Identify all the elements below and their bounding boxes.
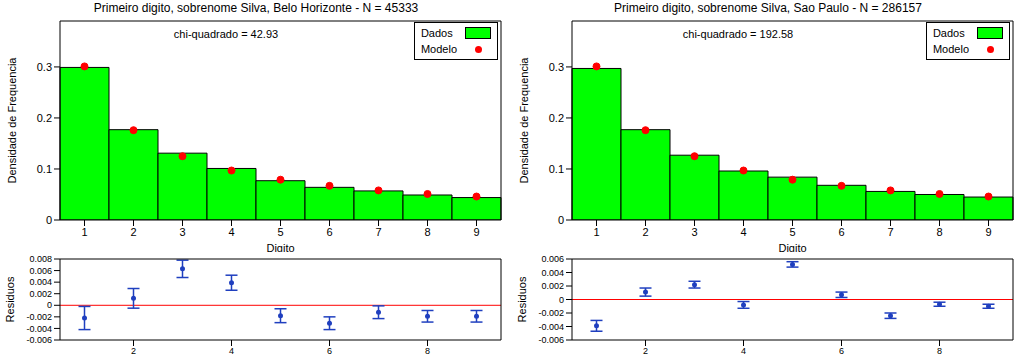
svg-text:7: 7 [887, 226, 893, 238]
svg-text:1: 1 [593, 226, 599, 238]
svg-text:0: 0 [47, 300, 52, 310]
svg-text:Residuos: Residuos [8, 276, 16, 322]
svg-text:4: 4 [229, 346, 234, 356]
svg-text:-0.004: -0.004 [538, 322, 564, 332]
svg-text:3: 3 [691, 226, 697, 238]
svg-text:Residuos: Residuos [516, 276, 528, 322]
svg-text:0.2: 0.2 [37, 112, 52, 124]
svg-text:2: 2 [642, 226, 648, 238]
html-text:Modelo: Modelo [932, 43, 969, 55]
html-text:Primeiro digito, sobrenome Sil: Primeiro digito, sobrenome Silva, Sao Pa… [614, 1, 922, 15]
svg-text:0.3: 0.3 [549, 61, 564, 73]
svg-text:6: 6 [327, 346, 332, 356]
svg-text:-0.004: -0.004 [26, 324, 52, 334]
svg-text:0.2: 0.2 [549, 112, 564, 124]
svg-text:-0.002: -0.002 [538, 308, 564, 318]
html-text:Dados: Dados [420, 27, 453, 39]
svg-text:9: 9 [473, 226, 479, 238]
svg-text:6: 6 [326, 226, 332, 238]
svg-text:4: 4 [740, 226, 746, 238]
svg-text:7: 7 [375, 226, 381, 238]
svg-text:2: 2 [131, 346, 136, 356]
svg-text:0.1: 0.1 [37, 163, 52, 175]
html-text:Dados: Dados [932, 27, 965, 39]
svg-text:2: 2 [643, 346, 648, 356]
svg-text:3: 3 [179, 226, 185, 238]
svg-text:0: 0 [559, 295, 564, 305]
svg-text:0.004: 0.004 [29, 277, 52, 287]
svg-text:8: 8 [425, 346, 430, 356]
svg-text:0.3: 0.3 [37, 61, 52, 73]
svg-text:4: 4 [228, 226, 234, 238]
html-text:Primeiro digito, sobrenome Sil: Primeiro digito, sobrenome Silva, Belo H… [93, 1, 419, 15]
svg-text:6: 6 [839, 346, 844, 356]
svg-text:0: 0 [558, 214, 564, 226]
svg-text:Digito: Digito [266, 242, 294, 252]
svg-text:8: 8 [936, 226, 942, 238]
svg-text:Digito: Digito [778, 242, 806, 252]
svg-text:0.004: 0.004 [541, 268, 564, 278]
svg-text:-0.006: -0.006 [538, 335, 564, 345]
svg-text:5: 5 [789, 226, 795, 238]
svg-text:0.002: 0.002 [29, 289, 52, 299]
svg-text:-0.002: -0.002 [26, 312, 52, 322]
html-text:chi-quadrado = 192.58: chi-quadrado = 192.58 [682, 28, 794, 40]
svg-text:0.1: 0.1 [549, 163, 564, 175]
svg-text:0: 0 [46, 214, 52, 226]
svg-text:0.006: 0.006 [541, 254, 564, 264]
html-text:Modelo: Modelo [420, 43, 457, 55]
svg-text:2: 2 [130, 226, 136, 238]
svg-text:-0.006: -0.006 [26, 335, 52, 345]
svg-text:1: 1 [81, 226, 87, 238]
svg-text:6: 6 [838, 226, 844, 238]
svg-text:0.008: 0.008 [29, 254, 52, 264]
svg-text:9: 9 [985, 226, 991, 238]
svg-text:Densidade de Frequencia: Densidade de Frequencia [8, 57, 18, 184]
svg-text:8: 8 [424, 226, 430, 238]
svg-text:5: 5 [277, 226, 283, 238]
svg-text:8: 8 [937, 346, 942, 356]
svg-text:0.002: 0.002 [541, 281, 564, 291]
html-text:chi-quadrado = 42.93: chi-quadrado = 42.93 [173, 28, 279, 40]
svg-text:4: 4 [741, 346, 746, 356]
svg-text:0.006: 0.006 [29, 266, 52, 276]
svg-text:Densidade de Frequencia: Densidade de Frequencia [518, 57, 530, 184]
